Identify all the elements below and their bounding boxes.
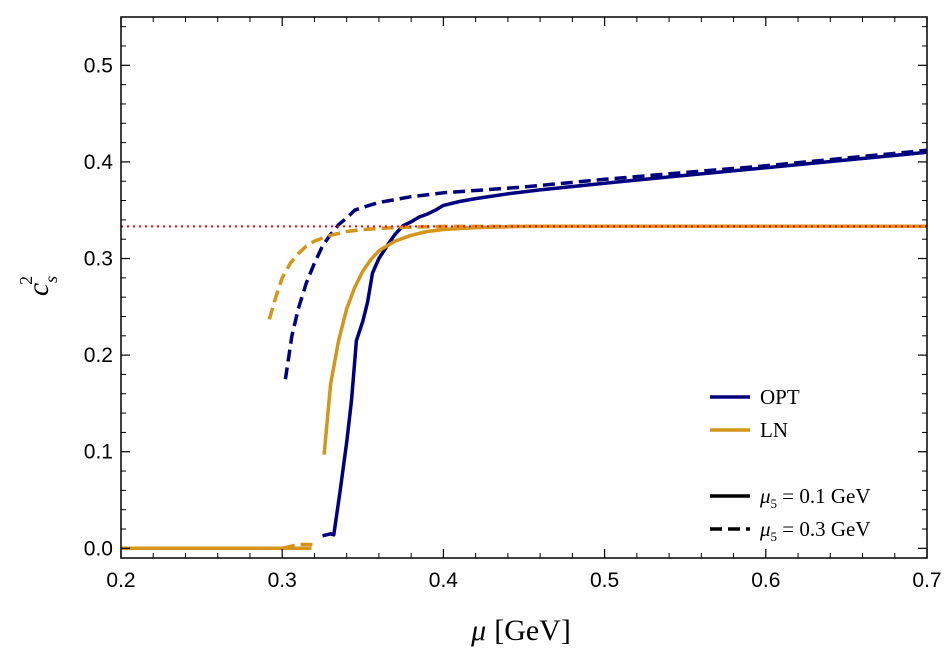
legend-mu-sub: 5	[771, 529, 778, 544]
x-axis-title: μ [GeV]	[470, 614, 571, 647]
legend-mu-sub: 5	[771, 496, 778, 511]
y-axis-title: cs2	[16, 276, 61, 296]
tick-label-layer: 0.2 0.3 0.4 0.5 0.6 0.7 0.0 0.1 0.2 0.3 0.4 0.5	[84, 54, 942, 592]
ticks-layer	[120, 17, 928, 558]
y-tick-label: 0.4	[84, 151, 114, 174]
legend-label-mu5-0.3: μ5 = 0.3 GeV	[759, 517, 871, 544]
y-tick-label: 0.2	[84, 344, 113, 367]
legend-label-ln: LN	[760, 418, 788, 442]
legend-mu-symbol: μ	[759, 517, 771, 541]
series-line-1	[322, 150, 928, 538]
y-tick-label: 0.0	[84, 537, 113, 560]
x-axis-unit: [GeV]	[494, 614, 571, 647]
y-tick-label: 0.3	[84, 248, 113, 271]
x-tick-label: 0.4	[429, 569, 459, 592]
y-tick-label: 0.5	[84, 54, 113, 77]
legend-label-mu5-0.1: μ5 = 0.1 GeV	[759, 484, 871, 511]
x-tick-label: 0.2	[106, 569, 135, 592]
x-tick-label: 0.7	[912, 569, 941, 592]
x-tick-label: 0.3	[268, 569, 297, 592]
legend-label-opt: OPT	[760, 385, 800, 409]
x-axis-symbol: μ	[470, 614, 486, 647]
plot-frame	[120, 16, 928, 559]
svg-text:cs2: cs2	[16, 276, 61, 296]
legend: OPT LN μ5 = 0.1 GeV μ5 = 0.3 GeV	[710, 385, 871, 544]
series-line-4	[283, 148, 928, 380]
y-axis-sub: s	[41, 276, 61, 283]
series-layer	[121, 148, 928, 551]
legend-mu-rest: = 0.1 GeV	[777, 484, 871, 508]
y-axis-base: c	[22, 283, 55, 296]
series-line-5	[267, 224, 927, 320]
series-line-6	[121, 542, 318, 551]
y-axis-sup: 2	[16, 276, 36, 285]
y-tick-label: 0.1	[84, 441, 113, 464]
x-tick-label: 0.6	[751, 569, 780, 592]
legend-mu-symbol: μ	[759, 484, 771, 508]
x-tick-label: 0.5	[590, 569, 619, 592]
legend-mu-rest: = 0.3 GeV	[777, 517, 871, 541]
series-line-3	[322, 224, 927, 455]
